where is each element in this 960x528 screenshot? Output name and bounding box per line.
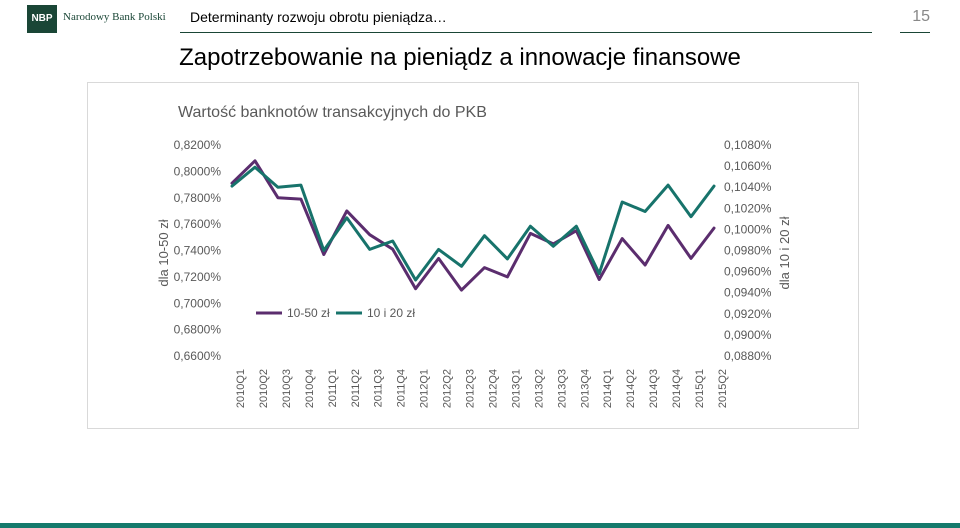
header-title: Determinanty rozwoju obrotu pieniądza… (190, 9, 447, 25)
x-tick-label: 2011Q4 (396, 369, 408, 407)
header-divider (180, 32, 872, 33)
x-axis: 2010Q1 2010Q2 2010Q3 2010Q4 2011Q1 2011Q2 2011… (235, 369, 729, 408)
page-number: 15 (912, 8, 930, 25)
chart-title: Wartość banknotów transakcyjnych do PKB (178, 104, 487, 121)
x-tick-label: 2013Q1 (510, 369, 522, 408)
x-tick-label: 2013Q2 (533, 369, 545, 408)
y-tick-label-left: 0,7200% (174, 270, 222, 284)
x-tick-label: 2014Q3 (648, 369, 660, 408)
x-tick-label: 2010Q1 (235, 369, 247, 408)
y-tick-label-right: 0,1000% (724, 222, 772, 236)
x-tick-label: 2010Q3 (281, 369, 293, 408)
y-tick-label-right: 0,1080% (724, 138, 772, 152)
y-tick-label-right: 0,0940% (724, 286, 772, 300)
x-tick-label: 2012Q4 (487, 369, 499, 408)
x-tick-label: 2010Q2 (258, 369, 270, 408)
y-tick-label-left: 0,8200% (174, 138, 222, 152)
x-tick-label: 2014Q1 (602, 369, 614, 408)
y-tick-label-left: 0,8000% (174, 164, 222, 178)
slide-title: Zapotrzebowanie na pieniądz a innowacje … (179, 44, 741, 71)
nbp-logo-mark: NBP (27, 5, 57, 33)
line-chart: Wartość banknotów transakcyjnych do PKB … (156, 104, 792, 408)
nbp-logo-text: Narodowy Bank Polski (63, 11, 166, 23)
legend-label: 10 i 20 zł (367, 306, 415, 320)
x-tick-label: 2012Q3 (465, 369, 477, 408)
page-number-divider (900, 32, 930, 33)
y-tick-label-left: 0,6800% (174, 323, 222, 337)
nbp-logo: NBP Narodowy Bank Polski (27, 5, 166, 33)
series-line (230, 165, 716, 282)
series-line (230, 159, 716, 292)
x-tick-label: 2011Q1 (327, 369, 339, 407)
x-tick-label: 2011Q3 (373, 369, 385, 407)
footer-bar (0, 523, 960, 528)
x-tick-label: 2011Q2 (350, 369, 362, 407)
y-axis-label-right: dla 10 i 20 zł (777, 216, 792, 289)
y-tick-label-left: 0,7600% (174, 217, 222, 231)
y-tick-label-right: 0,1060% (724, 159, 772, 173)
y-tick-label-left: 0,7800% (174, 191, 222, 205)
y-tick-label-right: 0,0880% (724, 349, 772, 363)
y-tick-label-right: 0,0900% (724, 328, 772, 342)
y-tick-label-right: 0,0980% (724, 244, 772, 258)
y-tick-label-left: 0,6600% (174, 349, 222, 363)
y-axis-label-left: dla 10-50 zł (156, 219, 171, 286)
x-tick-label: 2012Q1 (419, 369, 431, 408)
x-tick-label: 2012Q2 (442, 369, 454, 408)
x-tick-label: 2013Q3 (556, 369, 568, 408)
y-axis-left: 0,8200% 0,8000% 0,7800% 0,7600% 0,7400% 0,720… (174, 138, 222, 363)
y-tick-label-right: 0,0920% (724, 307, 772, 321)
x-tick-label: 2010Q4 (304, 369, 316, 408)
y-tick-label-right: 0,0960% (724, 265, 772, 279)
y-tick-label-left: 0,7400% (174, 244, 222, 258)
chart-legend: 10-50 zł 10 i 20 zł (256, 306, 415, 320)
x-tick-label: 2014Q4 (671, 369, 683, 408)
x-tick-label: 2015Q2 (717, 369, 729, 408)
y-tick-label-left: 0,7000% (174, 296, 222, 310)
chart-frame: Wartość banknotów transakcyjnych do PKB … (87, 82, 859, 429)
legend-label: 10-50 zł (287, 306, 330, 320)
y-tick-label-right: 0,1020% (724, 201, 772, 215)
x-tick-label: 2013Q4 (579, 369, 591, 408)
x-tick-label: 2014Q2 (625, 369, 637, 408)
series-layer (230, 159, 716, 292)
x-tick-label: 2015Q1 (694, 369, 706, 408)
y-axis-right: 0,1080% 0,1060% 0,1040% 0,1020% 0,1000% 0,098… (724, 138, 772, 363)
y-tick-label-right: 0,1040% (724, 180, 772, 194)
